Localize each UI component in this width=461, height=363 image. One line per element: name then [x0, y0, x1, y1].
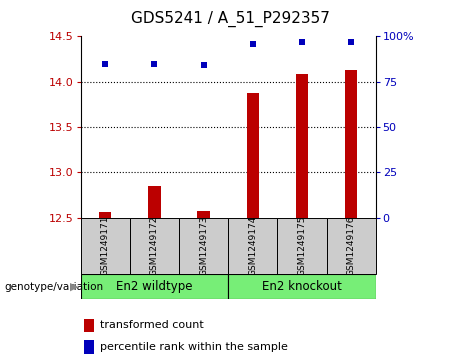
Text: GSM1249174: GSM1249174 [248, 216, 257, 276]
Bar [197, 211, 210, 218]
Bar [81, 218, 130, 274]
Bar [296, 74, 308, 218]
Text: GDS5241 / A_51_P292357: GDS5241 / A_51_P292357 [131, 11, 330, 27]
Text: GSM1249172: GSM1249172 [150, 216, 159, 276]
Text: percentile rank within the sample: percentile rank within the sample [100, 342, 288, 352]
Bar [81, 274, 228, 299]
Bar [130, 218, 179, 274]
Bar [179, 218, 228, 274]
Text: GSM1249176: GSM1249176 [347, 216, 355, 276]
Text: transformed count: transformed count [100, 321, 204, 330]
Text: genotype/variation: genotype/variation [5, 282, 104, 292]
Bar [228, 274, 376, 299]
Bar [228, 218, 278, 274]
Point [298, 39, 306, 45]
Text: GSM1249173: GSM1249173 [199, 216, 208, 276]
Text: En2 knockout: En2 knockout [262, 280, 342, 293]
Text: ▶: ▶ [70, 282, 78, 292]
Point [200, 62, 207, 68]
Bar [148, 186, 160, 218]
Point [151, 61, 158, 66]
Text: GSM1249171: GSM1249171 [101, 216, 110, 276]
Text: GSM1249175: GSM1249175 [297, 216, 307, 276]
Bar [247, 93, 259, 218]
Bar [345, 70, 357, 218]
Bar [326, 218, 376, 274]
Bar [278, 218, 326, 274]
Point [101, 61, 109, 66]
Point [249, 41, 256, 46]
Text: En2 wildtype: En2 wildtype [116, 280, 193, 293]
Bar [83, 319, 94, 332]
Point [348, 39, 355, 45]
Bar [99, 212, 112, 218]
Bar [83, 340, 94, 354]
